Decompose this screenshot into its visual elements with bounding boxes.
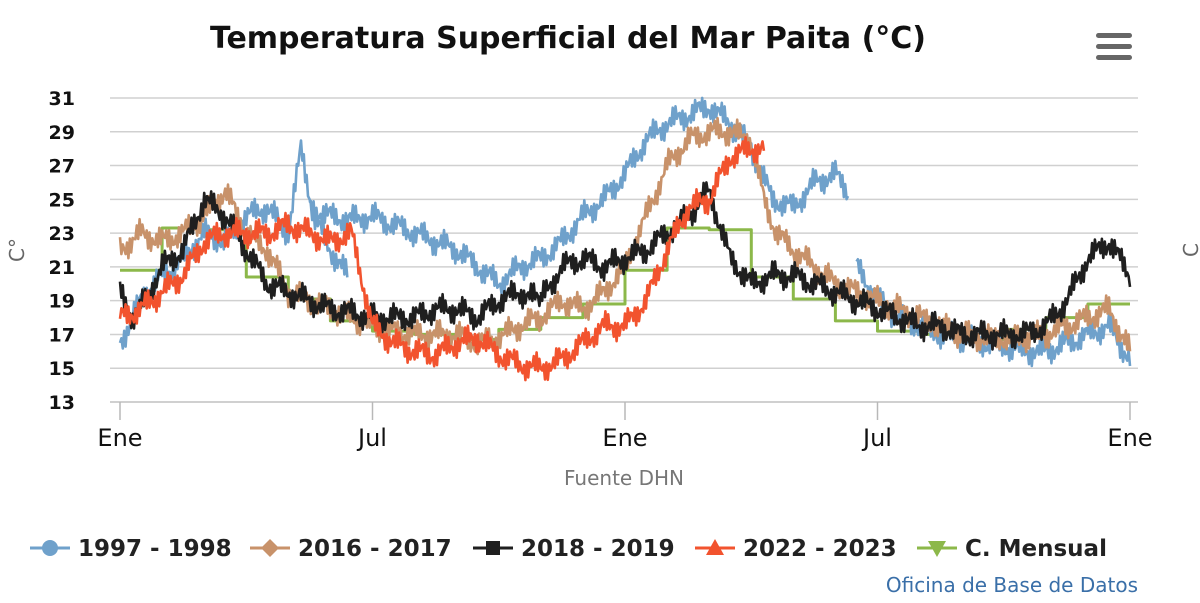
series-line-2018-2019 bbox=[539, 181, 1132, 351]
y-tick-label: 19 bbox=[49, 291, 75, 313]
hamburger-menu-icon[interactable] bbox=[1094, 31, 1134, 61]
legend-marker-triangle-up-icon bbox=[706, 539, 724, 555]
legend-item[interactable]: 2016 - 2017 bbox=[250, 536, 452, 562]
y-tick-label: 25 bbox=[49, 189, 75, 211]
legend-item[interactable]: C. Mensual bbox=[917, 536, 1107, 562]
legend-label: C. Mensual bbox=[965, 536, 1107, 562]
y-tick-label: 17 bbox=[49, 324, 75, 346]
chart-title: Temperatura Superficial del Mar Paita (°… bbox=[210, 21, 926, 56]
legend-label: 2022 - 2023 bbox=[743, 536, 897, 562]
legend-marker-circle-icon bbox=[42, 540, 58, 556]
series-lines bbox=[118, 96, 1132, 382]
source-label: Fuente DHN bbox=[564, 466, 684, 490]
x-tick-label: Ene bbox=[602, 424, 647, 452]
y-tick-label: 13 bbox=[49, 392, 75, 414]
x-tick-label: Jul bbox=[861, 424, 892, 452]
y-tick-label: 15 bbox=[49, 358, 75, 380]
x-tick-label: Jul bbox=[356, 424, 387, 452]
legend-label: 1997 - 1998 bbox=[78, 536, 232, 562]
legend-item[interactable]: 1997 - 1998 bbox=[30, 536, 232, 562]
legend-item[interactable]: 2022 - 2023 bbox=[695, 536, 897, 562]
legend-item[interactable]: 2018 - 2019 bbox=[473, 536, 675, 562]
x-axis: Ene Jul Ene Jul Ene bbox=[97, 401, 1153, 452]
y-tick-label: 23 bbox=[49, 223, 75, 245]
right-axis-label: C bbox=[1179, 243, 1200, 257]
legend-label: 2018 - 2019 bbox=[521, 536, 675, 562]
y-tick-label: 27 bbox=[49, 156, 75, 178]
series-line-2018-2019 bbox=[118, 190, 543, 334]
legend-marker-diamond-icon bbox=[261, 539, 279, 557]
y-axis-label: C° bbox=[5, 238, 29, 262]
legend-marker-square-icon bbox=[486, 541, 500, 555]
x-tick-label: Ene bbox=[1107, 424, 1152, 452]
credit-text[interactable]: Oficina de Base de Datos bbox=[886, 573, 1138, 597]
series-line-2022-2023 bbox=[118, 136, 766, 382]
y-tick-label: 29 bbox=[49, 122, 75, 144]
legend-label: 2016 - 2017 bbox=[298, 536, 452, 562]
legend-marker-triangle-down-icon bbox=[928, 541, 946, 557]
y-tick-label: 21 bbox=[49, 257, 75, 279]
legend: 1997 - 1998 2016 - 2017 2018 - 2019 2022 - … bbox=[30, 536, 1107, 562]
y-tick-label: 31 bbox=[49, 88, 75, 110]
x-tick-label: Ene bbox=[97, 424, 142, 452]
